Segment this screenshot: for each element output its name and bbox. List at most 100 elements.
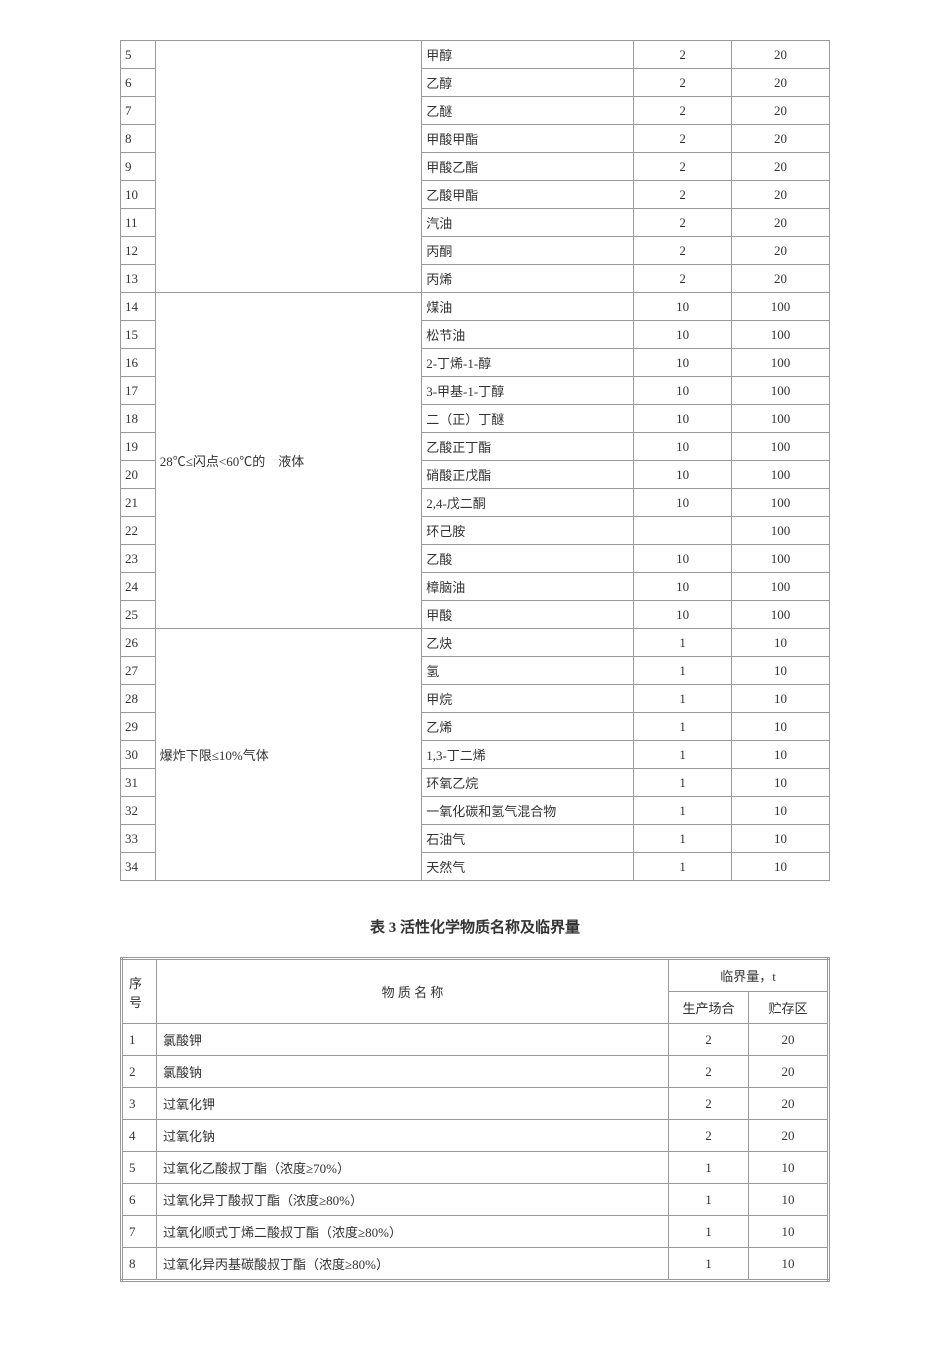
substance-name: 过氧化顺式丁烯二酸叔丁酯（浓度≥80%） <box>157 1216 669 1248</box>
row-number: 9 <box>121 153 156 181</box>
header-prod: 生产场合 <box>669 992 749 1024</box>
value-1: 10 <box>634 349 732 377</box>
value-2: 20 <box>749 1024 829 1056</box>
value-2: 20 <box>732 41 830 69</box>
value-1: 2 <box>669 1024 749 1056</box>
value-2: 100 <box>732 489 830 517</box>
table-row: 26爆炸下限≤10%气体乙炔110 <box>121 629 830 657</box>
row-number: 11 <box>121 209 156 237</box>
table-row: 2氯酸钠220 <box>122 1056 829 1088</box>
row-number: 7 <box>122 1216 157 1248</box>
substance-table-2: 序号物 质 名 称临界量，t生产场合贮存区1氯酸钾2202氯酸钠2203过氧化钾… <box>120 957 830 1282</box>
value-2: 100 <box>732 377 830 405</box>
value-2: 10 <box>732 629 830 657</box>
row-number: 1 <box>122 1024 157 1056</box>
substance-name: 甲酸乙酯 <box>422 153 634 181</box>
value-1: 10 <box>634 573 732 601</box>
row-number: 20 <box>121 461 156 489</box>
value-1: 10 <box>634 433 732 461</box>
value-1: 1 <box>634 657 732 685</box>
row-number: 23 <box>121 545 156 573</box>
value-2: 100 <box>732 601 830 629</box>
value-2: 20 <box>749 1056 829 1088</box>
row-number: 7 <box>121 97 156 125</box>
value-2: 10 <box>732 685 830 713</box>
value-1: 2 <box>669 1088 749 1120</box>
value-1: 2 <box>669 1056 749 1088</box>
row-number: 19 <box>121 433 156 461</box>
substance-name: 2-丁烯-1-醇 <box>422 349 634 377</box>
row-number: 31 <box>121 769 156 797</box>
value-2: 100 <box>732 573 830 601</box>
value-1: 1 <box>669 1248 749 1281</box>
table-row: 5甲醇220 <box>121 41 830 69</box>
substance-name: 过氧化异丁酸叔丁酯（浓度≥80%） <box>157 1184 669 1216</box>
row-number: 26 <box>121 629 156 657</box>
value-1: 2 <box>634 97 732 125</box>
value-2: 10 <box>732 657 830 685</box>
substance-name: 环己胺 <box>422 517 634 545</box>
substance-name: 甲烷 <box>422 685 634 713</box>
row-number: 16 <box>121 349 156 377</box>
value-2: 10 <box>732 853 830 881</box>
value-2: 100 <box>732 405 830 433</box>
table-row: 6过氧化异丁酸叔丁酯（浓度≥80%）110 <box>122 1184 829 1216</box>
value-1: 1 <box>634 853 732 881</box>
row-number: 3 <box>122 1088 157 1120</box>
substance-name: 一氧化碳和氢气混合物 <box>422 797 634 825</box>
substance-name: 煤油 <box>422 293 634 321</box>
row-number: 6 <box>122 1184 157 1216</box>
value-1: 2 <box>634 265 732 293</box>
row-number: 4 <box>122 1120 157 1152</box>
value-1 <box>634 517 732 545</box>
row-number: 24 <box>121 573 156 601</box>
table-row: 4过氧化钠220 <box>122 1120 829 1152</box>
row-number: 22 <box>121 517 156 545</box>
header-name: 物 质 名 称 <box>157 959 669 1024</box>
substance-table-1: 5甲醇2206乙醇2207乙醚2208甲酸甲酯2209甲酸乙酯22010乙酸甲酯… <box>120 40 830 881</box>
substance-name: 环氧乙烷 <box>422 769 634 797</box>
category-cell: 爆炸下限≤10%气体 <box>155 629 421 881</box>
value-2: 100 <box>732 545 830 573</box>
value-1: 2 <box>634 209 732 237</box>
row-number: 8 <box>121 125 156 153</box>
row-number: 29 <box>121 713 156 741</box>
value-2: 10 <box>749 1184 829 1216</box>
row-number: 28 <box>121 685 156 713</box>
substance-name: 氢 <box>422 657 634 685</box>
value-1: 10 <box>634 545 732 573</box>
value-2: 20 <box>732 125 830 153</box>
substance-name: 3-甲基-1-丁醇 <box>422 377 634 405</box>
value-1: 10 <box>634 293 732 321</box>
value-2: 10 <box>732 825 830 853</box>
substance-name: 丙酮 <box>422 237 634 265</box>
header-store: 贮存区 <box>749 992 829 1024</box>
row-number: 32 <box>121 797 156 825</box>
substance-name: 甲酸 <box>422 601 634 629</box>
value-1: 1 <box>634 629 732 657</box>
row-number: 21 <box>121 489 156 517</box>
table-header-row: 序号物 质 名 称临界量，t <box>122 959 829 992</box>
value-1: 1 <box>669 1152 749 1184</box>
substance-name: 二（正）丁醚 <box>422 405 634 433</box>
value-1: 2 <box>634 153 732 181</box>
row-number: 5 <box>121 41 156 69</box>
value-1: 1 <box>634 685 732 713</box>
substance-name: 2,4-戊二酮 <box>422 489 634 517</box>
value-1: 2 <box>634 69 732 97</box>
substance-name: 1,3-丁二烯 <box>422 741 634 769</box>
value-1: 1 <box>634 825 732 853</box>
value-2: 100 <box>732 433 830 461</box>
substance-name: 乙醚 <box>422 97 634 125</box>
value-2: 10 <box>732 741 830 769</box>
row-number: 30 <box>121 741 156 769</box>
value-2: 10 <box>732 797 830 825</box>
row-number: 13 <box>121 265 156 293</box>
substance-name: 乙醇 <box>422 69 634 97</box>
table-row: 1氯酸钾220 <box>122 1024 829 1056</box>
row-number: 6 <box>121 69 156 97</box>
row-number: 14 <box>121 293 156 321</box>
table-row: 8过氧化异丙基碳酸叔丁酯（浓度≥80%）110 <box>122 1248 829 1281</box>
value-2: 20 <box>749 1120 829 1152</box>
header-num: 序号 <box>122 959 157 1024</box>
